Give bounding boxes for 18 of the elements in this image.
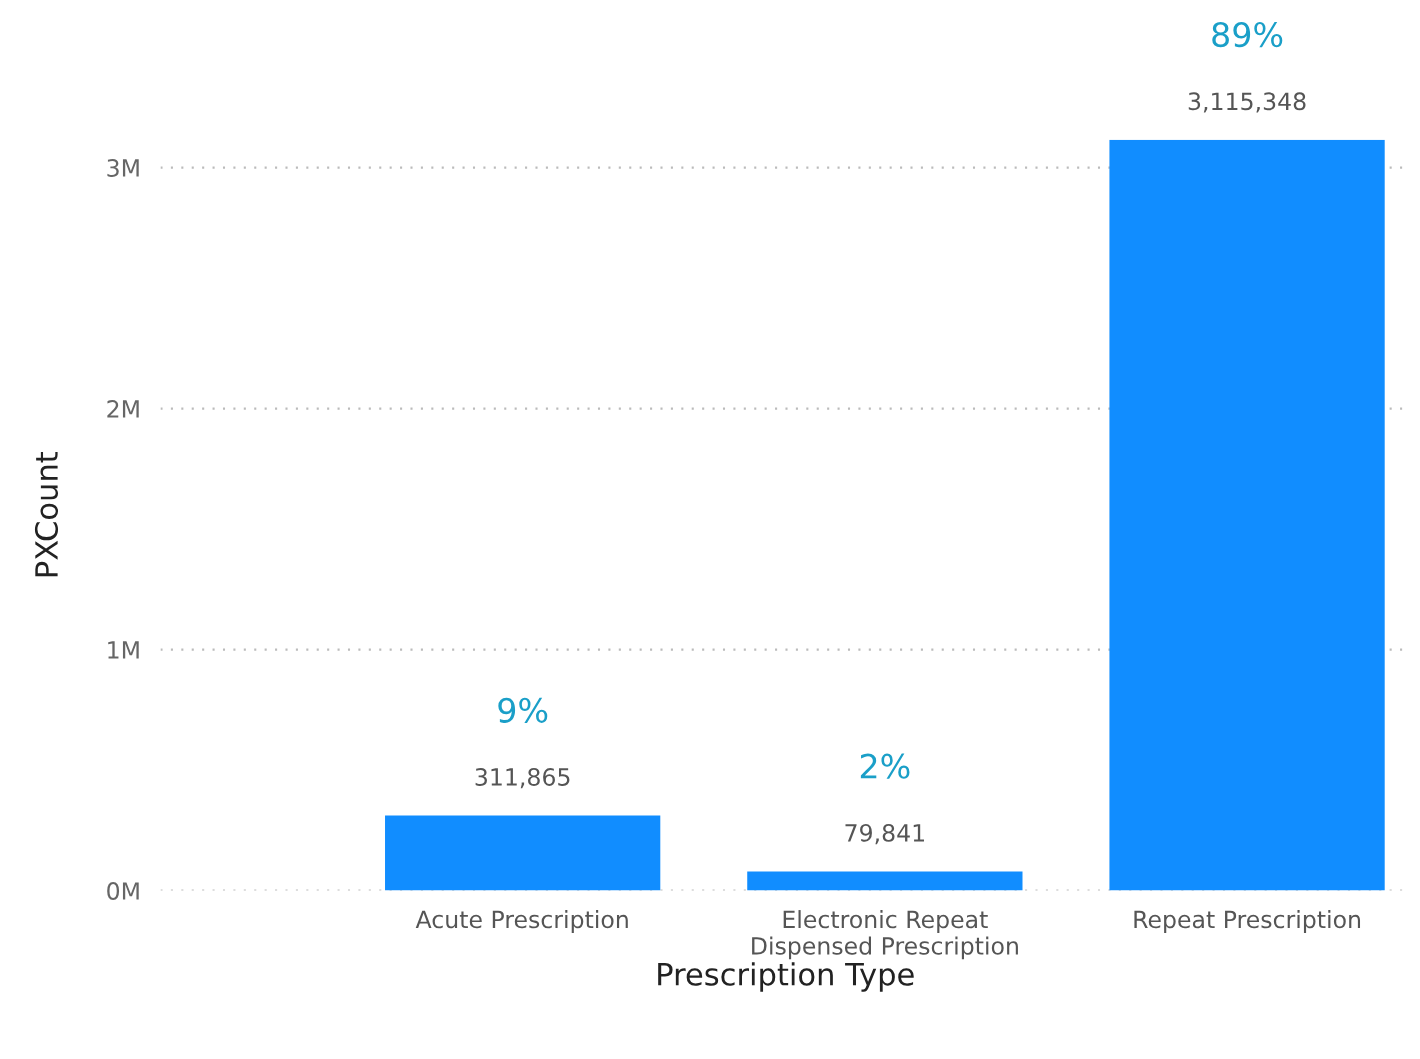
data-label: 311,865 (475, 768, 570, 789)
bar (747, 871, 1023, 891)
x-tick-label: Electronic Repeat Dispensed Prescription (752, 910, 1018, 960)
y-axis-title: PXCount (34, 451, 59, 577)
x-tick-label: Acute Prescription (415, 910, 628, 933)
y-tick-label: 2M (107, 400, 139, 418)
x-tick-label: Repeat Prescription (1134, 910, 1361, 933)
data-label: 3,115,348 (1188, 92, 1306, 113)
y-tick-label: 3M (107, 159, 139, 177)
annotation: 9% (498, 697, 548, 723)
bar (1109, 139, 1385, 891)
data-label: 79,841 (845, 823, 924, 845)
x-axis-title: Prescription Type (658, 962, 914, 992)
annotation: 2% (860, 753, 910, 779)
y-tick-label: 0M (107, 882, 139, 900)
y-tick-label: 1M (108, 641, 139, 659)
annotation: 89% (1212, 22, 1283, 48)
bar (385, 815, 661, 891)
